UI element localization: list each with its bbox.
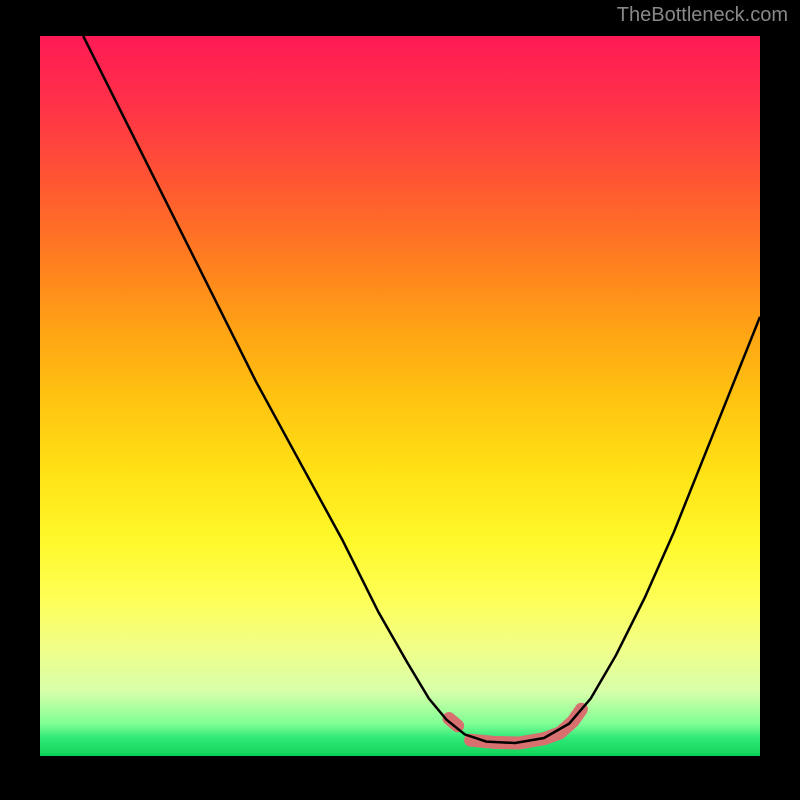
bottleneck-curve: [83, 36, 760, 743]
chart-curve-layer: [40, 36, 760, 756]
watermark-text: TheBottleneck.com: [617, 4, 788, 27]
bottleneck-chart: [40, 36, 760, 756]
